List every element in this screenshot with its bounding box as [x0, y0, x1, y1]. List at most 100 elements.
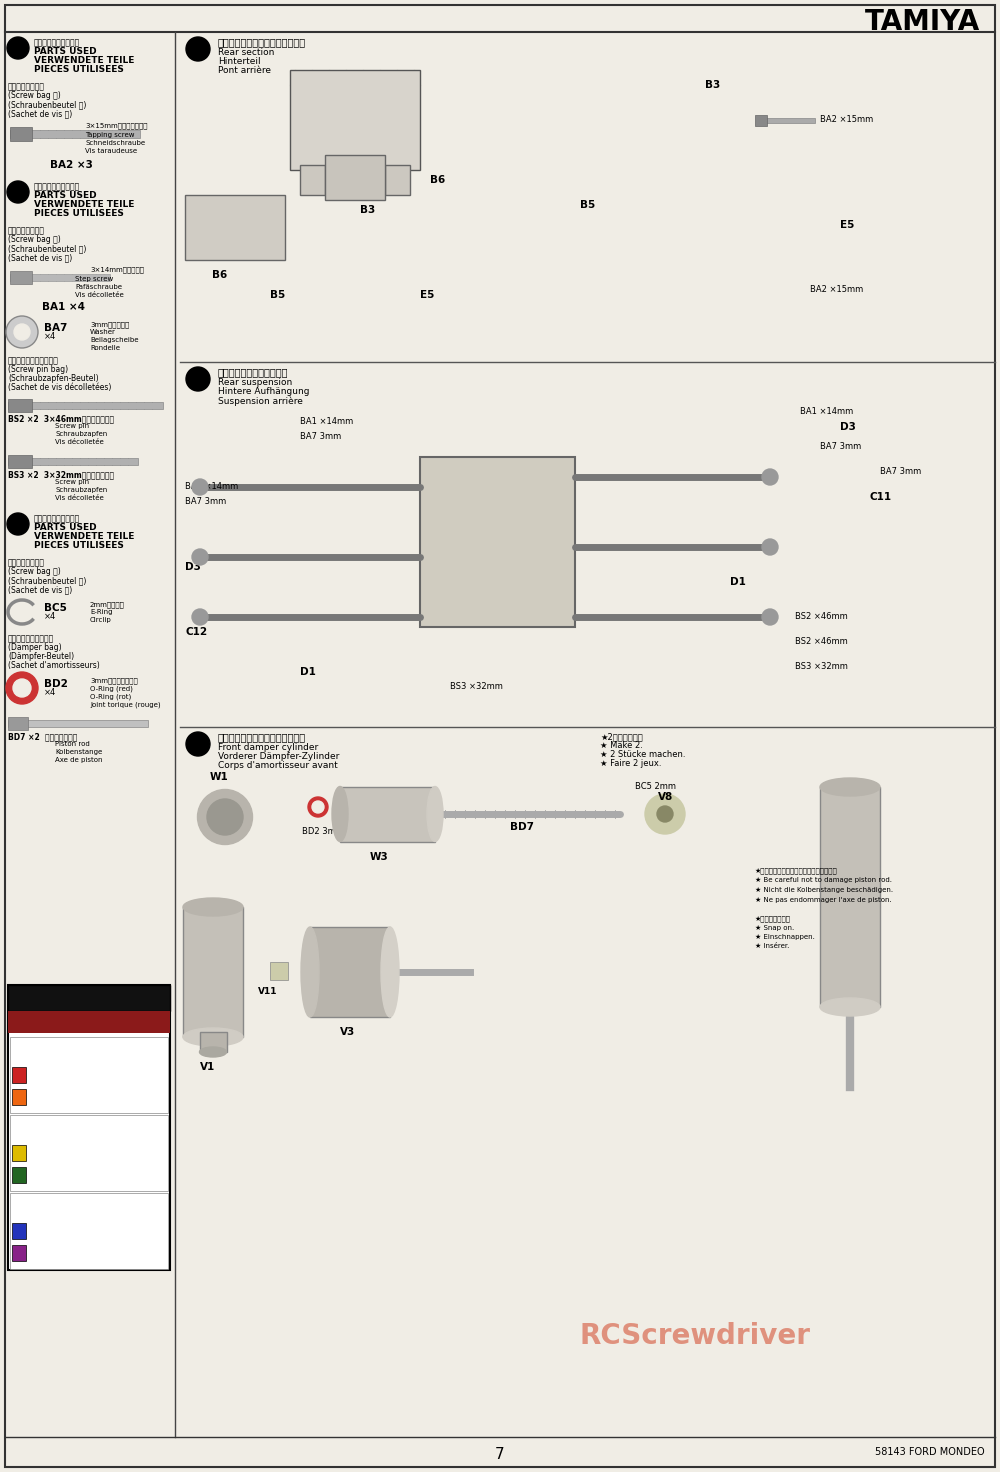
Ellipse shape — [200, 1047, 226, 1057]
Text: VERWENDETE TEILE: VERWENDETE TEILE — [34, 531, 134, 542]
Text: ★ Snap on.: ★ Snap on. — [755, 924, 794, 932]
Text: Vis taraudeuse: Vis taraudeuse — [85, 149, 137, 155]
Text: ¥600: ¥600 — [86, 1225, 109, 1234]
Text: B5: B5 — [580, 200, 595, 210]
Text: (Sachet d'amortisseurs): (Sachet d'amortisseurs) — [8, 661, 100, 670]
Circle shape — [186, 367, 210, 392]
Bar — [8, 985, 170, 1011]
Circle shape — [7, 37, 29, 59]
Text: (Screw bag ⓒ): (Screw bag ⓒ) — [8, 567, 61, 576]
Text: Pafäschraube: Pafäschraube — [75, 284, 122, 290]
Text: BA7 3mm: BA7 3mm — [185, 498, 226, 506]
Bar — [12, 1167, 26, 1183]
Text: (53027): (53027) — [12, 1213, 42, 1222]
Ellipse shape — [301, 927, 319, 1017]
Text: ★ Nicht die Kolbenstange beschädigen.: ★ Nicht die Kolbenstange beschädigen. — [755, 888, 893, 894]
Text: V8: V8 — [658, 792, 673, 802]
Text: Beilagscheibe: Beilagscheibe — [90, 337, 138, 343]
Text: B5: B5 — [270, 290, 285, 300]
Bar — [10, 1192, 168, 1269]
Text: Schneidschraube: Schneidschraube — [85, 140, 145, 146]
Text: (Screw bag ⓐ): (Screw bag ⓐ) — [8, 91, 61, 100]
Text: 9: 9 — [194, 372, 202, 386]
Bar — [420, 456, 575, 627]
Text: Circlip: Circlip — [90, 617, 112, 623]
Bar — [183, 907, 243, 1036]
Text: ¥500: ¥500 — [86, 1167, 109, 1178]
Text: Screw pin: Screw pin — [55, 422, 89, 428]
Text: （ビス袋誌（Ｃ）: （ビス袋誌（Ｃ） — [8, 558, 45, 567]
Text: BS2 ×2  3×46mmスクリューピン: BS2 ×2 3×46mmスクリューピン — [8, 414, 114, 422]
Text: Tamiya Silicone Damper Oil: Tamiya Silicone Damper Oil — [19, 1014, 159, 1023]
Text: BS3 ×2  3×32mmスクリューピン: BS3 ×2 3×32mmスクリューピン — [8, 470, 114, 478]
Text: V1: V1 — [200, 1061, 215, 1072]
Text: BS3 ×32mm: BS3 ×32mm — [450, 682, 503, 690]
Text: Rear suspension: Rear suspension — [218, 378, 292, 387]
Bar — [12, 1245, 26, 1262]
Text: Tapping screw: Tapping screw — [85, 132, 134, 138]
Text: Vis décolletée: Vis décolletée — [55, 439, 104, 445]
Text: (Screw pin bag): (Screw pin bag) — [8, 365, 68, 374]
Text: BD2: BD2 — [44, 679, 68, 689]
Ellipse shape — [332, 786, 348, 842]
Text: E5: E5 — [840, 219, 854, 230]
Text: BA7 3mm: BA7 3mm — [300, 431, 341, 442]
Text: Suspension arrière: Suspension arrière — [218, 396, 303, 405]
Bar — [10, 274, 110, 281]
Text: D3: D3 — [185, 562, 201, 573]
Circle shape — [762, 539, 778, 555]
Circle shape — [7, 514, 29, 534]
Text: BA1 ×14mm: BA1 ×14mm — [800, 406, 853, 417]
Text: 3×15mmタッピングピス: 3×15mmタッピングピス — [85, 122, 148, 128]
Circle shape — [6, 316, 38, 347]
Bar — [325, 155, 385, 200]
Text: Axe de piston: Axe de piston — [55, 757, 103, 762]
Text: ハードセット: ハードセット — [12, 1195, 40, 1204]
Bar — [8, 1011, 170, 1033]
Text: D1: D1 — [300, 667, 316, 677]
Text: PIECES UTILISEES: PIECES UTILISEES — [34, 542, 124, 551]
Text: 8: 8 — [14, 41, 22, 54]
Text: PARTS USED: PARTS USED — [34, 523, 97, 531]
Text: 〈リヤアームのとりつけ〉: 〈リヤアームのとりつけ〉 — [218, 367, 288, 377]
Text: Pont arrière: Pont arrière — [218, 66, 271, 75]
Text: ★押しこみます。: ★押しこみます。 — [755, 916, 791, 921]
Bar — [300, 165, 325, 194]
Text: (53025): (53025) — [12, 1057, 42, 1066]
Text: Vorderer Dämpfer-Zylinder: Vorderer Dämpfer-Zylinder — [218, 752, 339, 761]
Text: 8: 8 — [194, 43, 202, 56]
Text: ★キズをつけないように注意して下さい。: ★キズをつけないように注意して下さい。 — [755, 867, 838, 874]
Text: 58143 FORD MONDEO: 58143 FORD MONDEO — [875, 1447, 985, 1457]
Text: Step screw: Step screw — [75, 277, 113, 283]
Text: (53026): (53026) — [12, 1135, 42, 1144]
Circle shape — [308, 796, 328, 817]
Text: Joint torique (rouge): Joint torique (rouge) — [90, 701, 161, 708]
Text: PURPLE: PURPLE — [30, 1245, 66, 1256]
Text: (Schraubenbeutel ⓐ): (Schraubenbeutel ⓐ) — [8, 244, 86, 253]
Text: (Sachet de vis ⓐ): (Sachet de vis ⓐ) — [8, 109, 72, 118]
Ellipse shape — [198, 789, 252, 845]
Circle shape — [192, 549, 208, 565]
Bar — [820, 788, 880, 1007]
Bar — [10, 1036, 168, 1113]
Ellipse shape — [820, 998, 880, 1016]
Text: BA7 3mm: BA7 3mm — [820, 442, 861, 450]
Text: MEDIUM SET: MEDIUM SET — [12, 1125, 71, 1133]
Text: C12: C12 — [185, 627, 207, 637]
Text: （スクリューピン袋誌）: （スクリューピン袋誌） — [8, 356, 59, 365]
Circle shape — [762, 609, 778, 626]
Text: 〈使用する小物金具〉: 〈使用する小物金具〉 — [34, 183, 80, 191]
Text: ★2個作ります。: ★2個作ります。 — [600, 732, 643, 740]
Text: ミディアムセット: ミディアムセット — [12, 1117, 49, 1126]
Bar — [12, 1223, 26, 1239]
Text: Hinterteil: Hinterteil — [218, 57, 261, 66]
Text: BA2 ×15mm: BA2 ×15mm — [810, 286, 863, 294]
Text: (Schraubzapfen-Beutel): (Schraubzapfen-Beutel) — [8, 374, 99, 383]
Text: （ビス袋誌（Ａ）: （ビス袋誌（Ａ） — [8, 82, 45, 91]
Bar — [8, 402, 163, 409]
Text: 〈使用する小物金具〉: 〈使用する小物金具〉 — [34, 514, 80, 523]
Text: BD7: BD7 — [510, 821, 534, 832]
Text: Corps d'amortisseur avant: Corps d'amortisseur avant — [218, 761, 338, 770]
Text: BD2 3mm: BD2 3mm — [302, 827, 344, 836]
Text: BA7: BA7 — [44, 322, 67, 333]
